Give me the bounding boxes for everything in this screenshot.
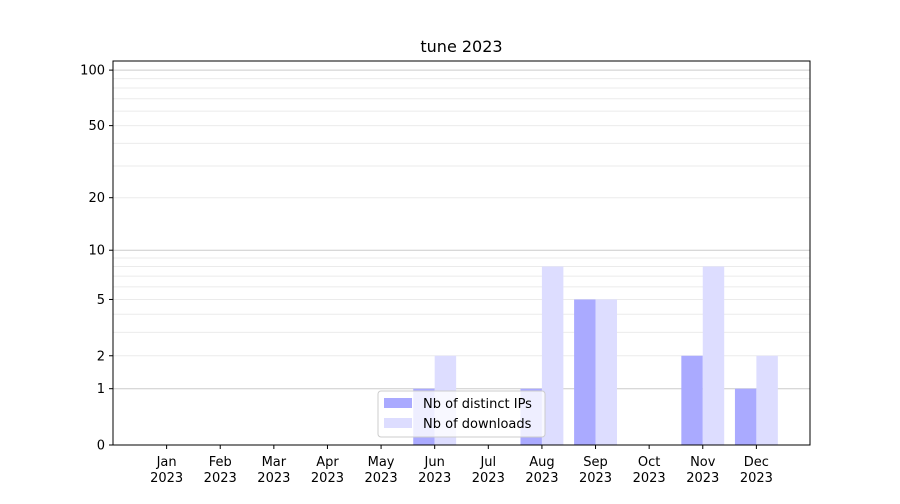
legend-swatch: [384, 418, 412, 428]
x-tick-label: Jun 2023: [418, 455, 451, 486]
y-tick-label: 1: [97, 382, 105, 397]
plot-frame: [112, 60, 811, 446]
chart-title: tune 2023: [420, 37, 502, 56]
legend-label: Nb of downloads: [423, 417, 532, 432]
y-tick-label: 0: [97, 439, 105, 454]
bar-downloads: [756, 355, 778, 445]
x-tick-label: Jul 2023: [472, 455, 505, 486]
x-tick-label: Aug 2023: [525, 455, 558, 486]
y-tick-label: 20: [88, 191, 105, 206]
x-tick-label: May 2023: [365, 455, 398, 486]
bar-distinct-ips: [734, 388, 757, 445]
y-tick-label: 10: [88, 244, 105, 259]
x-tick-label: Jan 2023: [150, 455, 183, 486]
legend-swatch: [384, 398, 412, 408]
bar-distinct-ips: [681, 355, 703, 445]
x-tick-label: Dec 2023: [740, 455, 773, 486]
bar-distinct-ips: [574, 299, 596, 445]
y-tick-label: 50: [88, 119, 105, 134]
y-tick-label: 5: [97, 293, 105, 308]
x-tick-label: Oct 2023: [633, 455, 666, 486]
bar-downloads: [702, 266, 725, 445]
x-tick-label: Mar 2023: [257, 455, 290, 486]
x-tick-label: Feb 2023: [204, 455, 237, 486]
bar-downloads: [541, 266, 564, 445]
y-tick-label: 100: [80, 64, 105, 79]
x-tick-label: Apr 2023: [311, 455, 344, 486]
bar-downloads: [595, 299, 617, 445]
legend-box: [377, 390, 546, 438]
legend-label: Nb of distinct IPs: [423, 397, 532, 412]
x-tick-label: Sep 2023: [579, 455, 612, 486]
x-tick-label: Nov 2023: [686, 455, 719, 486]
y-tick-label: 2: [97, 349, 105, 364]
